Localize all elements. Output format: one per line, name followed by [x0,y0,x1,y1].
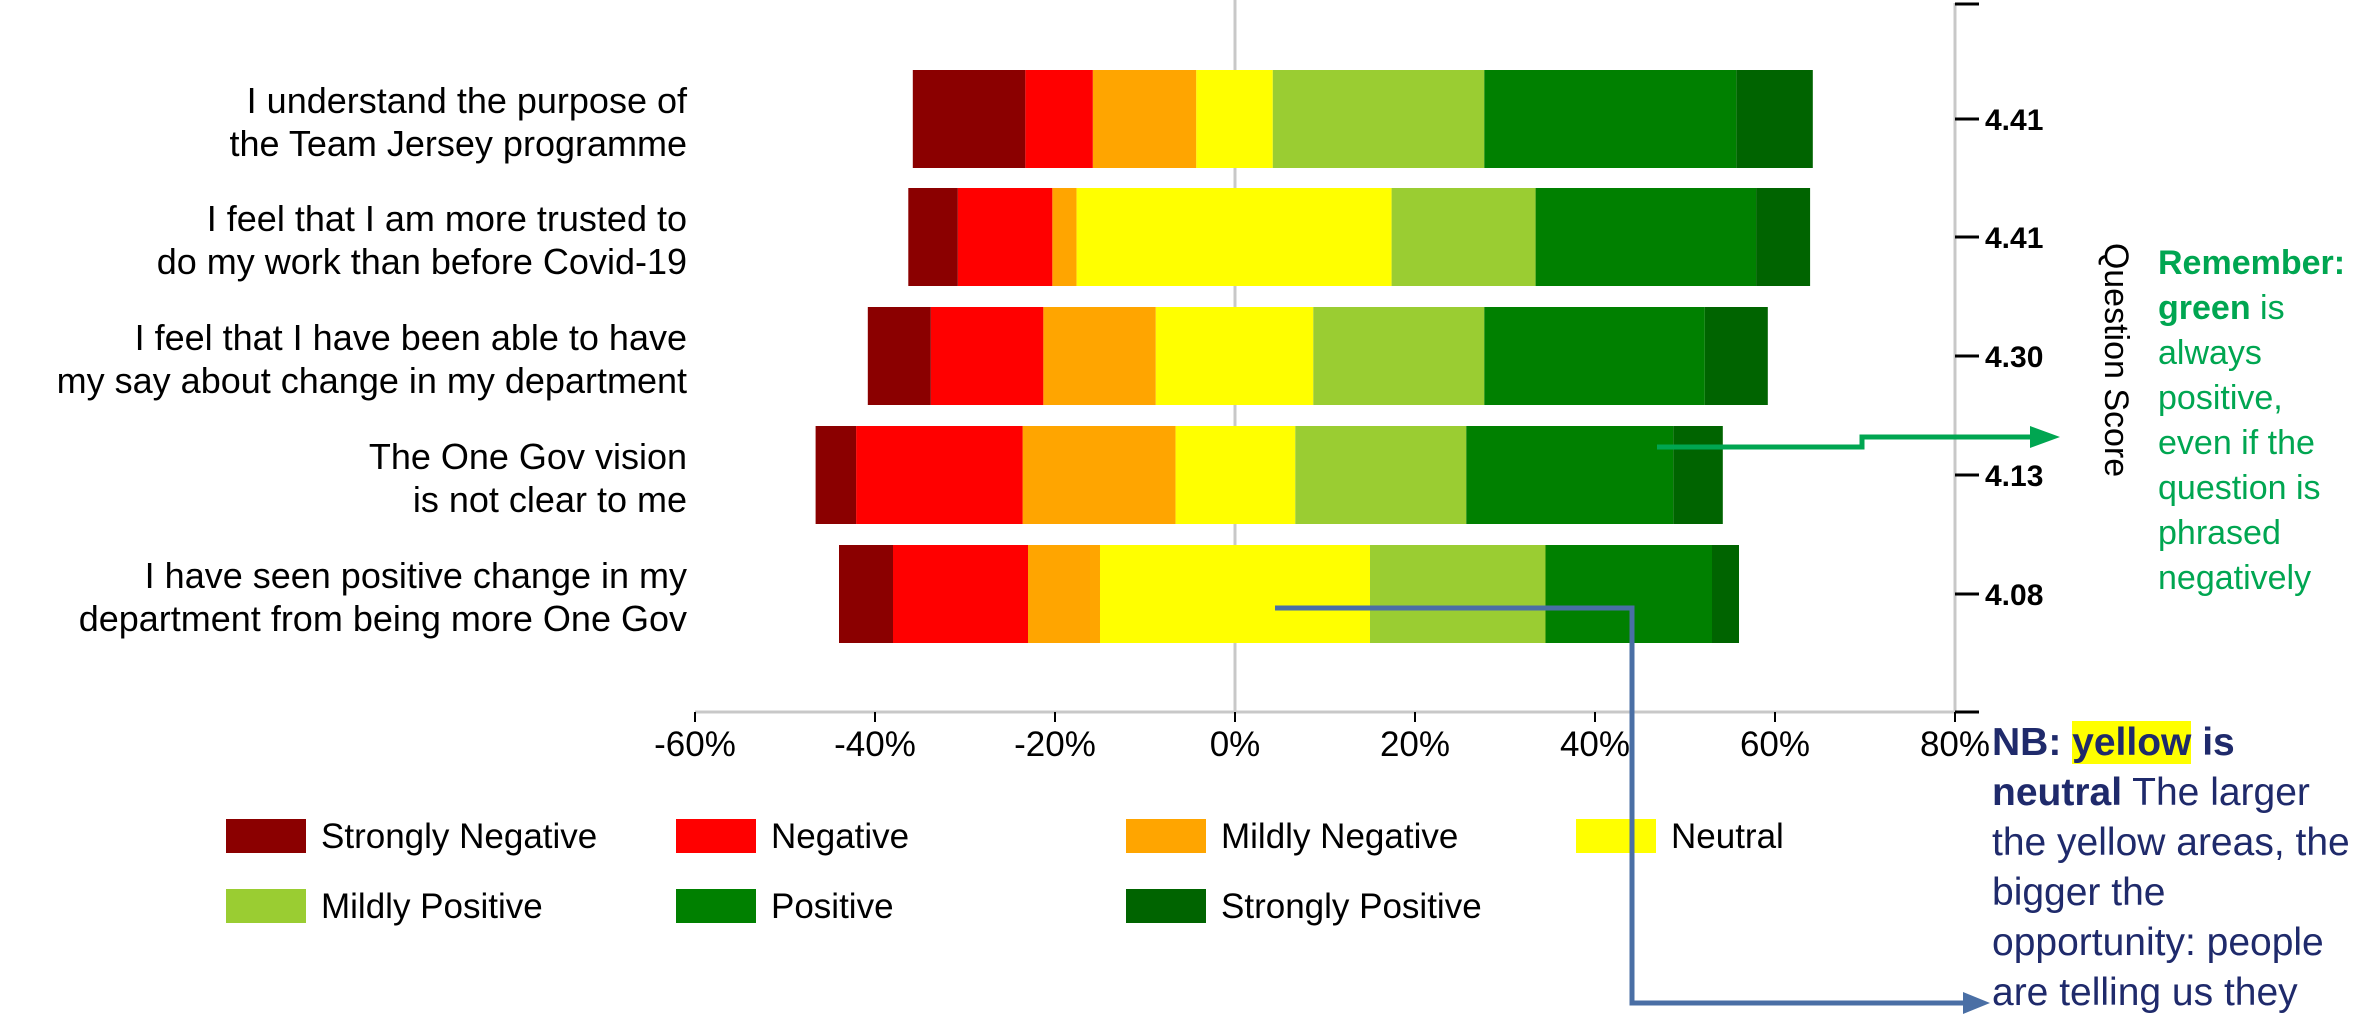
bar-mildly-positive-3 [1313,307,1485,405]
bar-neutral-5 [1100,545,1370,643]
category-labels: I understand the purpose of the Team Jers… [57,80,688,639]
legend-label-2: Negative [771,817,909,856]
legend-label-1: Strongly Negative [321,817,597,856]
category-label-line: I feel that I am more trusted to [207,198,687,239]
bar-strongly-positive-1 [1736,70,1813,168]
bar-negative-2 [957,188,1053,286]
bar-positive-3 [1484,307,1705,405]
blue-arrow-head [1963,992,1990,1014]
green-note-bold: Remember: green [2158,244,2346,327]
bar-mildly-positive-1 [1272,70,1485,168]
category-label-3: I feel that I have been able to have my s… [57,317,687,401]
score-axis-title: Question Score [2097,243,2135,477]
bar-strongly-positive-3 [1704,307,1768,405]
blue-arrow-line [1275,605,1965,1006]
bar-mildly-positive-5 [1370,545,1546,643]
category-label-line: department from being more One Gov [79,598,687,639]
bar-neutral-2 [1076,188,1392,286]
bars-layer [815,0,1813,712]
bar-mildly-negative-2 [1052,188,1077,286]
bar-strongly-negative-5 [839,545,893,643]
legend-label-7: Strongly Positive [1221,887,1482,926]
bar-mildly-positive-2 [1391,188,1536,286]
score-axis: 4.41 4.41 4.30 4.13 4.08 Question Score [1953,2,2135,714]
x-tick-label: 40% [1560,725,1630,764]
category-label-line: I feel that I have been able to have [135,317,687,358]
legend-swatch-7 [1126,889,1206,923]
bar-strongly-negative-2 [908,188,958,286]
score-label-5: 4.08 [1985,579,2043,612]
bar-strongly-negative-3 [867,307,931,405]
bar-mildly-negative-1 [1092,70,1197,168]
bar-mildly-negative-3 [1043,307,1156,405]
bar-strongly-positive-4 [1673,426,1723,524]
bar-neutral-3 [1155,307,1314,405]
legend-swatch-3 [1126,819,1206,853]
bar-positive-2 [1535,188,1757,286]
bar-neutral-4 [1175,426,1296,524]
category-label-line: The One Gov vision [369,436,687,477]
green-arrow-line [1657,434,2030,450]
bar-mildly-negative-4 [1022,426,1176,524]
category-label-line: is not clear to me [413,479,687,520]
bar-positive-5 [1545,545,1712,643]
category-label-line: I have seen positive change in my [145,555,687,596]
green-note-text: is always positive, even if the question… [2158,289,2321,597]
category-label-line: my say about change in my department [57,360,687,401]
x-tick-label: 80% [1920,725,1990,764]
bar-neutral-1 [1196,70,1273,168]
bar-mildly-negative-5 [1028,545,1100,643]
legend-label-6: Positive [771,887,894,926]
bar-strongly-negative-4 [815,426,857,524]
legend-swatch-4 [1576,819,1656,853]
annotation-arrows [1275,426,2060,1014]
category-label-2: I feel that I am more trusted to do my wo… [157,198,687,282]
yellow-note-bold-2: is neutral [1992,721,2235,814]
bar-negative-4 [856,426,1023,524]
bar-strongly-positive-2 [1756,188,1811,286]
bar-strongly-negative-1 [912,70,1026,168]
green-arrow-head [2030,426,2060,448]
legend-label-3: Mildly Negative [1221,817,1458,856]
legend-label-4: Neutral [1671,817,1784,856]
bar-negative-1 [1025,70,1093,168]
legend-label-5: Mildly Positive [321,887,543,926]
bar-negative-3 [930,307,1044,405]
category-label-4: The One Gov vision is not clear to me [369,436,687,520]
bar-positive-4 [1466,426,1674,524]
category-label-5: I have seen positive change in my departm… [79,555,687,639]
x-tick-label: 20% [1380,725,1450,764]
legend-swatch-1 [226,819,306,853]
x-tick-label: 0% [1210,725,1261,764]
legend: Strongly Negative Negative Mildly Negative… [226,817,1784,926]
x-tick-label: -20% [1014,725,1096,764]
x-tick-label: -40% [834,725,916,764]
yellow-neutral-note: NB: yellow is neutral The larger the yel… [1992,718,2356,1018]
yellow-note-bold: NB: [1992,721,2073,764]
category-label-line: the Team Jersey programme [229,123,687,164]
score-label-2: 4.41 [1985,222,2043,255]
yellow-note-text: The larger the yellow areas, the bigger … [1992,771,2350,1014]
legend-swatch-2 [676,819,756,853]
green-remember-note: Remember: green is always positive, even… [2158,241,2356,601]
bar-positive-1 [1484,70,1737,168]
bar-mildly-positive-4 [1295,426,1467,524]
x-axis: -60% -40% -20% 0% 20% 40% 60% 80% [654,710,1990,764]
bar-strongly-positive-5 [1712,545,1739,643]
x-tick-label: 60% [1740,725,1810,764]
score-label-1: 4.41 [1985,104,2043,137]
bar-negative-5 [893,545,1028,643]
score-label-3: 4.30 [1985,341,2043,374]
category-label-1: I understand the purpose of the Team Jers… [229,80,688,164]
legend-swatch-5 [226,889,306,923]
category-label-line: do my work than before Covid-19 [157,241,687,282]
legend-swatch-6 [676,889,756,923]
category-label-line: I understand the purpose of [247,80,688,121]
x-tick-label: -60% [654,725,736,764]
score-label-4: 4.13 [1985,460,2043,493]
yellow-note-highlight: yellow [2072,721,2192,764]
